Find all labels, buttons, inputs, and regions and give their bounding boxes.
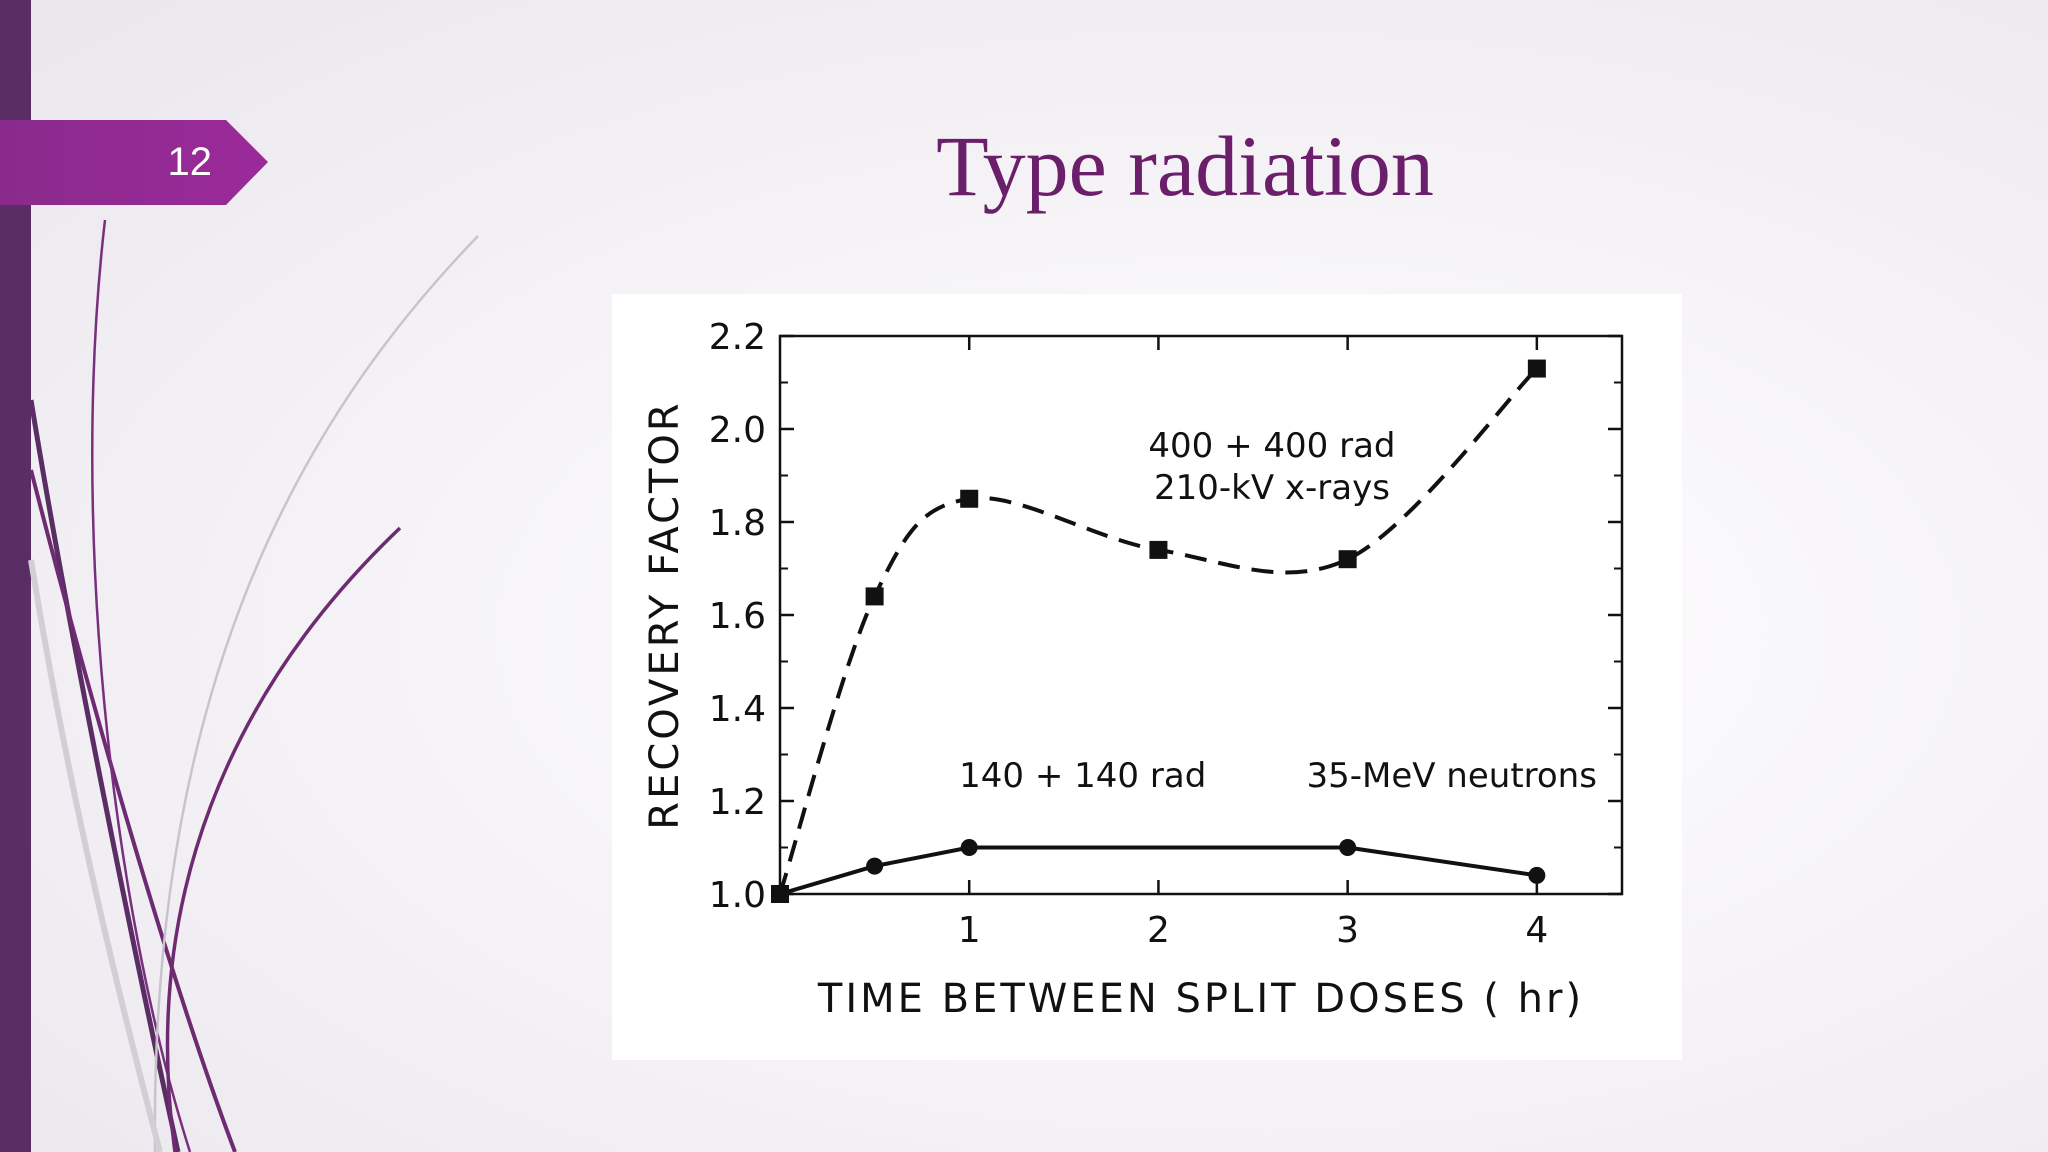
x-tick-label: 4 (1525, 910, 1548, 951)
chart-panel: 1.0 1.2 1.4 1.6 1.8 2.0 2.2 1 2 3 4 TIME BETWEEN SP… (612, 294, 1682, 1060)
chart-annotation: 140 + 140 rad (959, 756, 1206, 796)
chart-annotation: 400 + 400 rad (1148, 426, 1395, 466)
neutron-data-point (771, 885, 789, 903)
neutron-data-point (1339, 839, 1357, 856)
y-tick-label: 1.4 (709, 689, 766, 730)
slide-number: 12 (167, 140, 213, 184)
xray-data-point (960, 489, 979, 508)
y-axis-title: RECOVERY FACTOR (642, 400, 688, 829)
x-tick-label: 3 (1336, 910, 1359, 951)
y-tick-label: 1.0 (709, 875, 766, 916)
chart-annotation: 210-kV x-rays (1154, 468, 1390, 508)
xray-data-point (865, 587, 884, 606)
x-axis-title: TIME BETWEEN SPLIT DOSES ( hr) (817, 976, 1584, 1022)
xray-data-point (1149, 540, 1168, 559)
x-tick-label: 2 (1147, 910, 1170, 951)
xray-data-point (1338, 550, 1357, 569)
plot-frame (778, 334, 1624, 896)
neutron-data-point (960, 839, 978, 856)
y-tick-label: 1.2 (709, 782, 766, 823)
x-tick-label: 1 (958, 910, 981, 951)
y-tick-label: 2.0 (709, 410, 766, 451)
xray-series-line (778, 367, 1539, 895)
neutron-data-point (866, 857, 884, 875)
y-tick-label: 1.8 (709, 503, 766, 544)
slide-title: Type radiation (936, 118, 1434, 214)
neutron-data-point (1528, 866, 1546, 884)
recovery-factor-chart: 1.0 1.2 1.4 1.6 1.8 2.0 2.2 1 2 3 4 TIME BETWEEN SP… (642, 317, 1624, 1022)
decorative-swooshes (28, 219, 479, 1152)
y-tick-label: 2.2 (709, 317, 766, 358)
slide-number-tab: 12 (0, 120, 268, 205)
chart-annotation: 35-MeV neutrons (1306, 756, 1597, 796)
y-tick-label: 1.6 (709, 596, 766, 637)
xray-data-point (1527, 359, 1546, 378)
